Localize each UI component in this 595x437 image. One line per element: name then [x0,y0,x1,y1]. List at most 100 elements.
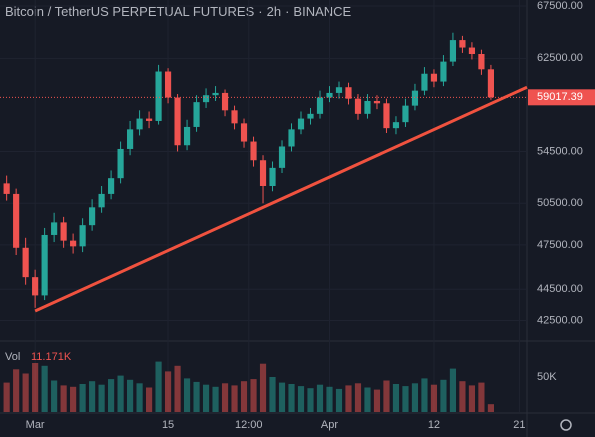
volume-bar [364,387,371,412]
candle-body [383,103,390,129]
volume-bar [240,381,248,412]
candle-body [89,207,96,226]
candle-body [117,148,124,179]
candle-body [411,90,419,106]
volume-bar [174,365,181,412]
candle-body [221,92,229,111]
candle-body [174,97,181,146]
volume-bar [316,384,324,412]
last-price-box [528,89,595,106]
candle-body [51,222,58,235]
candle-body [449,40,457,62]
candle-body [183,126,191,146]
candle-body [41,234,48,296]
volume-bar [41,365,48,412]
candle-body [459,40,466,48]
y-tick-label: 67500.00 [537,0,583,12]
y-tick-label: 54500.00 [537,145,583,157]
candle-body [354,98,362,114]
candle-body [269,167,276,186]
volume-bar [70,386,77,412]
volume-bar [307,388,314,412]
volume-bar [155,361,162,412]
volume-bar [430,384,438,412]
volume-bar [202,384,210,412]
candle-body [3,183,10,194]
volume-bar [98,384,105,412]
separator: · [285,4,289,19]
candle-body [440,61,447,82]
volume-bar [164,371,172,412]
candle-body [335,87,343,93]
volume-bar [145,387,153,412]
separator: · [258,4,262,19]
candle-body [345,87,352,99]
candle-body [127,129,134,149]
volume-bar [51,380,58,412]
candle-body [240,123,248,142]
volume-bar [231,385,238,412]
volume-bar [440,379,447,412]
candle-body [193,102,200,127]
y-tick-label: 47500.00 [537,239,583,251]
candle-body [13,193,20,248]
candle-body [145,118,153,121]
candle-body [22,247,29,278]
x-tick-label: Apr [321,419,338,431]
candle-body [108,178,115,194]
candle-body [212,92,219,96]
candle-body [70,240,77,247]
volume-value: 11.171K [31,351,72,363]
candle-body [364,100,371,114]
candle-body [250,141,257,161]
volume-bar [22,373,29,412]
volume-bar [392,384,400,412]
y-tick-label: 42500.00 [537,314,583,326]
volume-bar [459,381,466,412]
y-tick-label: 62500.00 [537,52,583,64]
volume-bar [354,383,362,412]
volume-bar [13,369,20,412]
volume-bar [421,378,428,412]
y-tick-label: 50500.00 [537,197,583,209]
candle-body [259,160,267,186]
candle-body [155,71,162,121]
volume-bar [127,379,134,412]
candle-body [231,110,238,124]
volume-bar [79,384,86,412]
candle-body [478,54,485,70]
volume-bar [212,386,219,412]
candle-body [421,73,428,91]
x-tick-label: 12 [428,419,440,431]
candle-body [402,105,409,123]
volume-bar [3,382,10,412]
volume-bar [32,363,39,412]
candle-body [136,118,143,130]
volume-bar [108,379,115,412]
candle-body [98,193,105,208]
candle-body [468,47,476,55]
volume-bar [278,382,286,412]
volume-bar [411,383,419,412]
volume-bar [136,383,143,412]
chart-header: Bitcoin / TetherUS PERPETUAL FUTURES · 2h ·… [5,4,352,19]
last-price-label: 59017.39 [537,91,583,103]
volume-bar [383,380,390,412]
x-tick-label: 15 [162,419,174,431]
volume-bar [297,386,305,412]
volume-bar [117,375,124,412]
volume-bar [373,389,381,412]
volume-bar [487,404,495,412]
settings-icon[interactable] [560,419,572,431]
volume-bar [478,382,485,412]
volume-bar [89,381,96,412]
candle-body [164,71,172,98]
volume-bar [402,386,409,412]
symbol: Bitcoin / TetherUS PERPETUAL FUTURES [5,4,255,19]
candle-body [278,146,286,168]
volume-bar [345,385,352,412]
volume-bar [183,378,191,412]
candle-body [430,73,438,82]
